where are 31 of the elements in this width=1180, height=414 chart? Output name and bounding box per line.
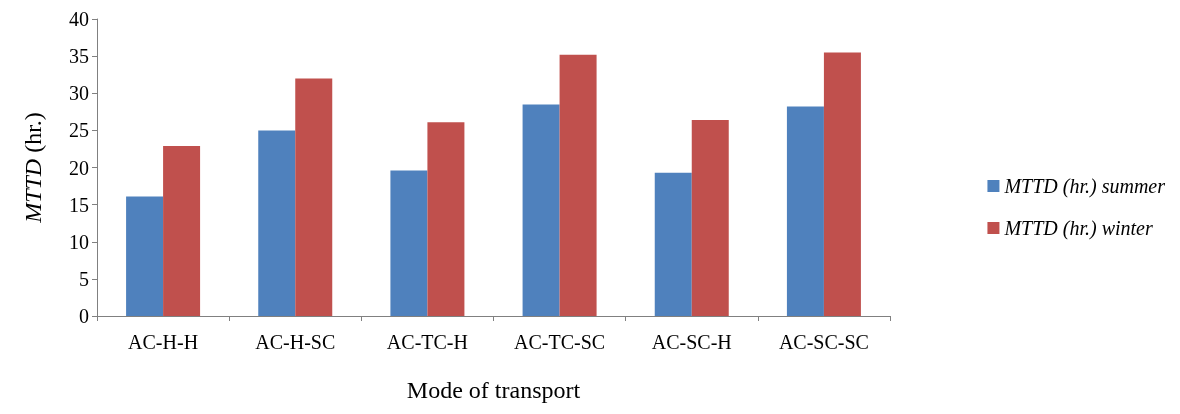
bar	[691, 119, 729, 316]
y-tick-label: 40	[69, 8, 89, 30]
bar	[427, 122, 465, 316]
x-tick-label: AC-SC-H	[651, 331, 732, 353]
bar	[786, 106, 824, 316]
y-tick-label: 25	[69, 119, 89, 142]
bar	[559, 54, 597, 316]
y-tick-label: 20	[69, 156, 89, 179]
y-tick-label: 5	[79, 267, 89, 290]
x-tick-label: AC-H-H	[128, 331, 199, 353]
legend-label: MTTD (hr.) winter	[1003, 217, 1153, 240]
x-tick-label: AC-H-SC	[255, 331, 336, 353]
x-axis-title: Mode of transport	[406, 377, 581, 403]
y-tick-label: 15	[69, 193, 89, 216]
bar	[126, 196, 164, 316]
bar	[823, 52, 861, 316]
x-tick-label: AC-TC-SC	[514, 331, 606, 353]
y-tick-label: 0	[79, 305, 89, 327]
x-tick-label: AC-TC-H	[386, 331, 468, 353]
bar	[163, 145, 201, 316]
bar	[390, 170, 428, 316]
y-axis-title: MTTD (hr.)	[20, 112, 46, 224]
bar	[654, 172, 692, 316]
y-tick-label: 30	[69, 82, 89, 105]
x-tick-label: AC-SC-SC	[778, 331, 869, 353]
y-tick-label: 35	[69, 45, 89, 68]
bar	[295, 78, 333, 316]
legend-label: MTTD (hr.) summer	[1003, 175, 1166, 198]
bar	[258, 130, 296, 316]
bar	[522, 104, 560, 316]
y-tick-label: 10	[69, 230, 89, 253]
